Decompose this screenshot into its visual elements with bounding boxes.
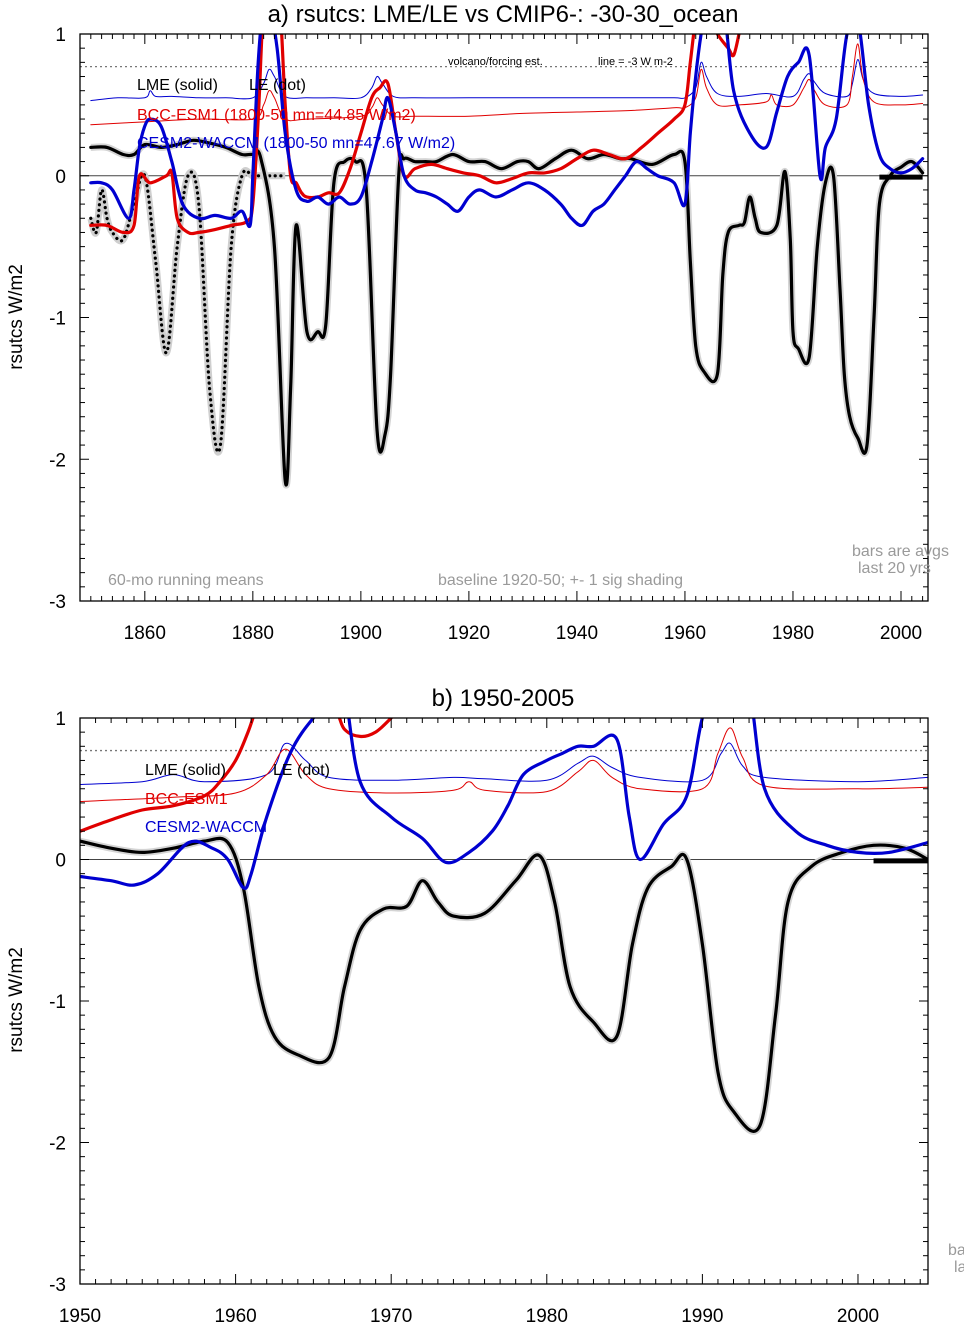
panel-a-x-tick-label: 1900 (340, 623, 382, 644)
panel-a-legend-le: LE (dot) (249, 77, 306, 94)
panel-a-x-tick-label: 1920 (448, 623, 490, 644)
panel-b-bars-note-2: last 20 yrs (954, 1259, 964, 1276)
panel-a-legend-lme: LME (solid) (137, 77, 218, 94)
panel-a-line-note: line = -3 W m-2 (598, 56, 673, 68)
panel-a-series-bcc-esm1 (89, 34, 741, 236)
panel-a-x-tick-label: 1880 (232, 623, 274, 644)
panel-b-x-tick-label: 1970 (370, 1306, 412, 1325)
panel-a-y-tick-label: -3 (49, 592, 66, 613)
panel-b-y-tick-label: 0 (55, 851, 66, 872)
panel-a-legend-bcc: BCC-ESM1 (1800-50 mn=44.85 W/m2) (137, 107, 416, 124)
panel-a-x-tick-label: 1980 (772, 623, 814, 644)
panel-b-series-lme-solid (80, 836, 928, 1133)
panel-b-legend-lme: LME (solid) (145, 762, 226, 779)
panel-a-y-tick-label: 1 (55, 25, 66, 46)
panel-b-series-cesm2-waccm (80, 718, 928, 890)
panel-b: b) 1950-2005 rsutcs W/m2 -3 -2 -1 0 1 1950 196… (6, 685, 964, 1325)
panel-a: a) rsutcs: LME/LE vs CMIP6-: -30-30_ocea… (6, 1, 949, 644)
panel-b-legend-bcc: BCC-ESM1 (145, 791, 228, 808)
panel-b-series-bcc-forcing-thin (80, 727, 928, 802)
panel-b-x-tick-label: 1990 (681, 1306, 723, 1325)
panel-b-x-tick-label: 1980 (526, 1306, 568, 1325)
panel-b-bars-note-1: bars are avgs (948, 1242, 964, 1259)
panel-a-series-cesm2-waccm (89, 34, 925, 229)
panel-a-bars-note-2: last 20 yrs (858, 560, 931, 577)
panel-a-y-axis-label: rsutcs W/m2 (6, 264, 27, 370)
panel-a-x-tick-label: 1860 (124, 623, 166, 644)
panel-a-bars-note-1: bars are avgs (852, 543, 949, 560)
panel-a-y-tick-label: -2 (49, 450, 66, 471)
panel-b-x-tick-label: 2000 (837, 1306, 879, 1325)
panel-b-series-bcc-esm1 (80, 718, 393, 833)
panel-b-legend-cesm: CESM2-WACCM (145, 819, 267, 836)
panel-b-x-tick-label: 1950 (59, 1306, 101, 1325)
panel-a-running-mean-note: 60-mo running means (108, 572, 264, 589)
panel-a-series-lme-solid (89, 138, 925, 487)
panel-a-y-tick-label: -1 (49, 309, 66, 330)
panel-a-volcano-note: volcano/forcing est. (448, 56, 543, 68)
panel-b-y-tick-label: -2 (49, 1134, 66, 1155)
panel-a-y-tick-label: 0 (55, 167, 66, 188)
panel-a-axes: -3 -2 -1 0 1 1860 1880 1900 1920 1940 1960 1980 2000 (49, 25, 929, 644)
panel-b-plot-area (80, 718, 928, 1135)
panel-a-legend-cesm: CESM2-WACCM (1800-50 mn=47.67 W/m2) (137, 135, 455, 152)
panel-a-x-tick-label: 2000 (880, 623, 922, 644)
panel-b-series-lme-forcing-thin (80, 742, 928, 785)
panel-a-x-tick-label: 1940 (556, 623, 598, 644)
panel-a-title: a) rsutcs: LME/LE vs CMIP6-: -30-30_ocea… (268, 1, 739, 28)
panel-a-baseline-note: baseline 1920-50; +- 1 sig shading (438, 572, 683, 589)
panel-b-y-tick-label: -3 (49, 1275, 66, 1296)
panel-b-y-tick-label: 1 (55, 709, 66, 730)
panel-b-y-tick-label: -1 (49, 992, 66, 1013)
panel-b-axes: -3 -2 -1 0 1 1950 1960 1970 1980 1990 2000 (49, 709, 929, 1325)
panel-b-lme-solid-shading (80, 834, 928, 1135)
panel-a-plot-area (80, 34, 928, 489)
panel-a-series-lme-forcing-thin (90, 58, 924, 102)
panel-b-title: b) 1950-2005 (432, 685, 575, 712)
panel-b-legend-le: LE (dot) (273, 762, 330, 779)
panel-b-x-tick-label: 1960 (214, 1306, 256, 1325)
panel-b-y-axis-label: rsutcs W/m2 (6, 947, 27, 1053)
panel-a-x-tick-label: 1960 (664, 623, 706, 644)
